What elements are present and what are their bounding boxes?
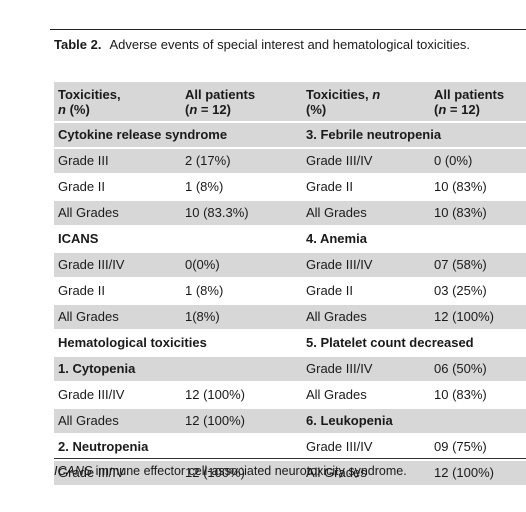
top-rule: [50, 29, 526, 30]
section-heading-cell: 2. Neutropenia: [54, 434, 181, 460]
all-patients-value-cell: 1 (8%): [181, 278, 302, 304]
all-patients-value-cell: 06 (50%): [430, 356, 526, 382]
table-row: 1. Cytopenia Grade III/IV 06 (50%): [54, 356, 526, 382]
all-patients-value-cell: 12 (100%): [430, 304, 526, 330]
all-patients-value-cell: 0 (0%): [430, 148, 526, 174]
section-heading-cell: 1. Cytopenia: [54, 356, 181, 382]
table-row: Cytokine release syndrome 3. Febrile neut…: [54, 122, 526, 148]
section-heading-cell: 5. Platelet count decreased: [302, 330, 526, 356]
all-patients-value-cell: 12 (100%): [181, 460, 302, 485]
table-row: 2. Neutropenia Grade III/IV 09 (75%): [54, 434, 526, 460]
all-patients-value-cell: 10 (83.3%): [181, 200, 302, 226]
header-left-toxicities: Toxicities, n (%): [54, 82, 181, 122]
table-row: ICANS 4. Anemia: [54, 226, 526, 252]
toxicity-label-cell: Grade III/IV: [302, 434, 430, 460]
toxicity-label-cell: Grade II: [302, 174, 430, 200]
toxicity-label-cell: Grade III/IV: [302, 252, 430, 278]
all-patients-value-cell: [181, 226, 302, 252]
adverse-events-table: Toxicities, n (%) All patients (n = 12) …: [54, 82, 526, 485]
table-row: Grade II 1 (8%) Grade II 03 (25%): [54, 278, 526, 304]
toxicity-label-cell: Grade II: [54, 278, 181, 304]
toxicity-label-cell: Grade II: [302, 278, 430, 304]
table-footnote: ICANS immune effector cell-associated ne…: [54, 463, 407, 479]
toxicity-label-cell: All Grades: [54, 200, 181, 226]
toxicity-label-cell: Grade III/IV: [302, 148, 430, 174]
header-right-toxicities: Toxicities, n (%): [302, 82, 430, 122]
bottom-rule: [54, 458, 526, 459]
table-row: All Grades 12 (100%) 6. Leukopenia: [54, 408, 526, 434]
all-patients-value-cell: 12 (100%): [430, 460, 526, 485]
all-patients-value-cell: 10 (83%): [430, 200, 526, 226]
table-caption: Table 2. Adverse events of special intere…: [54, 36, 524, 53]
table-container: Toxicities, n (%) All patients (n = 12) …: [54, 82, 526, 485]
all-patients-value-cell: 0(0%): [181, 252, 302, 278]
all-patients-value-cell: 1(8%): [181, 304, 302, 330]
toxicity-label-cell: All Grades: [54, 408, 181, 434]
section-heading-cell: Cytokine release syndrome: [54, 122, 302, 148]
table-row: Grade III/IV 0(0%) Grade III/IV 07 (58%): [54, 252, 526, 278]
table-row: Grade III 2 (17%) Grade III/IV 0 (0%): [54, 148, 526, 174]
footnote-text: immune effector cell-associated neurotox…: [92, 464, 407, 478]
toxicity-label-cell: Grade III/IV: [54, 382, 181, 408]
toxicity-label-cell: Grade III/IV: [54, 252, 181, 278]
table-row: Grade II 1 (8%) Grade II 10 (83%): [54, 174, 526, 200]
all-patients-value-cell: 1 (8%): [181, 174, 302, 200]
all-patients-value-cell: 07 (58%): [430, 252, 526, 278]
all-patients-value-cell: 03 (25%): [430, 278, 526, 304]
table-label: Table 2.: [54, 37, 102, 52]
all-patients-value-cell: [430, 408, 526, 434]
toxicity-label-cell: Grade III/IV: [54, 460, 181, 485]
table-row: All Grades 1(8%) All Grades 12 (100%): [54, 304, 526, 330]
toxicity-label-cell: All Grades: [302, 382, 430, 408]
toxicity-label-cell: All Grades: [302, 460, 430, 485]
header-left-all-patients: All patients (n = 12): [181, 82, 302, 122]
section-heading-cell: 4. Anemia: [302, 226, 430, 252]
all-patients-value-cell: [181, 434, 302, 460]
section-heading-cell: ICANS: [54, 226, 181, 252]
toxicity-label-cell: Grade III/IV: [302, 356, 430, 382]
all-patients-value-cell: 2 (17%): [181, 148, 302, 174]
header-row: Toxicities, n (%) All patients (n = 12) …: [54, 82, 526, 122]
toxicity-label-cell: All Grades: [302, 200, 430, 226]
section-heading-cell: 6. Leukopenia: [302, 408, 430, 434]
header-right-all-patients: All patients (n = 12): [430, 82, 526, 122]
footnote-abbreviation: ICANS: [54, 464, 93, 478]
toxicity-label-cell: Grade III: [54, 148, 181, 174]
section-heading-cell: 3. Febrile neutropenia: [302, 122, 526, 148]
table-row: Grade III/IV 12 (100%) All Grades 12 (100%): [54, 460, 526, 485]
table-title: Adverse events of special interest and h…: [109, 37, 471, 52]
all-patients-value-cell: 10 (83%): [430, 382, 526, 408]
all-patients-value-cell: 09 (75%): [430, 434, 526, 460]
table-row: Grade III/IV 12 (100%) All Grades 10 (83%): [54, 382, 526, 408]
table-row: Hematological toxicities 5. Platelet coun…: [54, 330, 526, 356]
all-patients-value-cell: 10 (83%): [430, 174, 526, 200]
all-patients-value-cell: 12 (100%): [181, 408, 302, 434]
toxicity-label-cell: All Grades: [302, 304, 430, 330]
all-patients-value-cell: 12 (100%): [181, 382, 302, 408]
table-body: Cytokine release syndrome 3. Febrile neut…: [54, 122, 526, 485]
section-heading-cell: Hematological toxicities: [54, 330, 302, 356]
table-row: All Grades 10 (83.3%) All Grades 10 (83%): [54, 200, 526, 226]
all-patients-value-cell: [181, 356, 302, 382]
toxicity-label-cell: All Grades: [54, 304, 181, 330]
all-patients-value-cell: [430, 226, 526, 252]
toxicity-label-cell: Grade II: [54, 174, 181, 200]
